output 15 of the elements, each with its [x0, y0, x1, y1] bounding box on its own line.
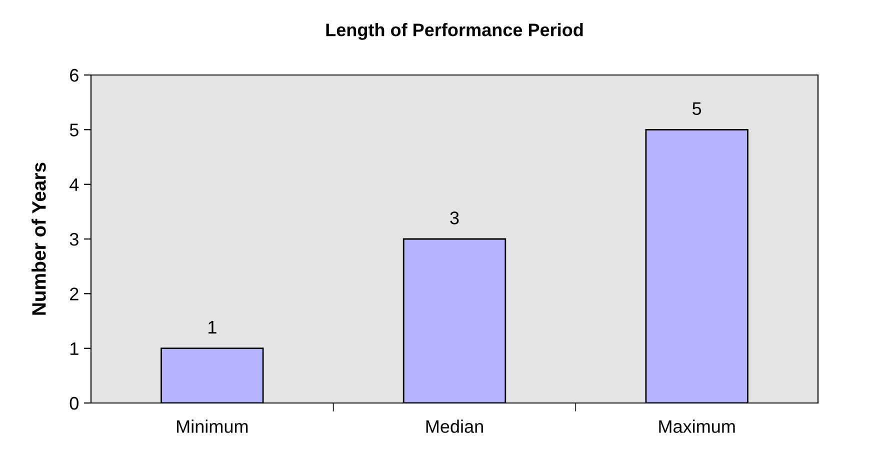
data-label: 3 [450, 212, 459, 224]
chart-title: Length of Performance Period [326, 23, 583, 40]
x-tick-label: Median [426, 420, 483, 433]
y-tick-label: 0 [70, 396, 78, 410]
x-tick-label: Maximum [659, 420, 735, 433]
y-axis-title: Number of Years [32, 162, 46, 315]
x-tick-label: Minimum [177, 420, 248, 433]
y-tick-label: 4 [70, 178, 79, 191]
data-label: 1 [208, 321, 216, 334]
y-tick-label: 1 [70, 342, 78, 355]
y-tick-label: 5 [70, 124, 78, 136]
y-tick-label: 2 [70, 288, 78, 300]
y-tick-label: 3 [70, 232, 78, 246]
data-label: 5 [692, 102, 702, 115]
y-tick-label: 6 [70, 68, 78, 82]
